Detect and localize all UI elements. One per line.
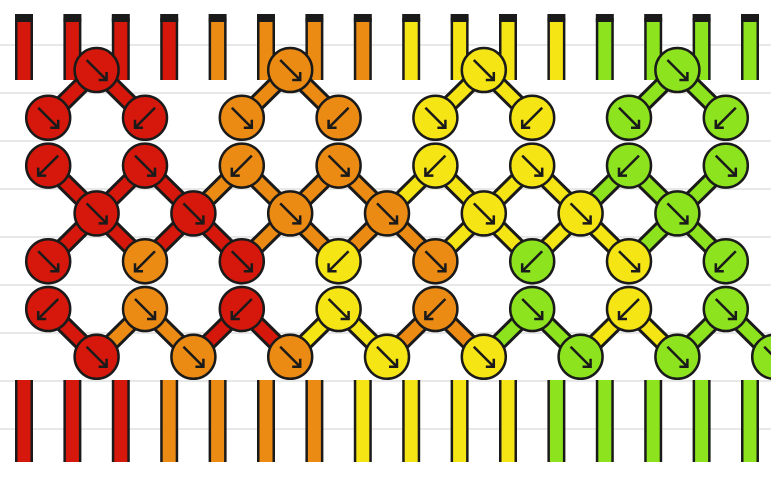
backward-knot [510, 239, 554, 283]
backward-knot [704, 239, 748, 283]
forward-knot [510, 287, 554, 331]
forward-knot [559, 335, 603, 379]
forward-knot [171, 335, 215, 379]
strand-cap [547, 14, 565, 22]
strand-cap [63, 14, 81, 22]
forward-knot [123, 287, 167, 331]
strand-cap [160, 14, 178, 22]
strand-cap [209, 14, 227, 22]
forward-knot [607, 239, 651, 283]
forward-knot [704, 144, 748, 188]
backward-knot [220, 144, 264, 188]
forward-knot [123, 144, 167, 188]
forward-knot [462, 191, 506, 235]
forward-knot [704, 287, 748, 331]
strand-cap [644, 14, 662, 22]
strand-cap [693, 14, 711, 22]
forward-knot [655, 48, 699, 92]
backward-knot [607, 287, 651, 331]
strand-cap [451, 14, 469, 22]
strand-cap [15, 14, 33, 22]
forward-knot [462, 335, 506, 379]
forward-knot [26, 239, 70, 283]
backward-knot [123, 96, 167, 140]
backward-knot [704, 96, 748, 140]
forward-knot [317, 144, 361, 188]
forward-knot [317, 287, 361, 331]
strand-cap [402, 14, 420, 22]
forward-knot [26, 96, 70, 140]
forward-knot [413, 96, 457, 140]
forward-knot [220, 96, 264, 140]
forward-knot [75, 48, 119, 92]
forward-knot [75, 335, 119, 379]
forward-knot [655, 335, 699, 379]
forward-knot [171, 191, 215, 235]
forward-knot [75, 191, 119, 235]
backward-knot [220, 287, 264, 331]
forward-knot [365, 335, 409, 379]
strand-cap [305, 14, 323, 22]
forward-knot [413, 239, 457, 283]
backward-knot [317, 96, 361, 140]
forward-knot [268, 48, 312, 92]
strand-cap [257, 14, 275, 22]
forward-knot [607, 96, 651, 140]
backward-knot [510, 96, 554, 140]
strand-cap [596, 14, 614, 22]
strand-cap [499, 14, 517, 22]
strand-cap [741, 14, 759, 22]
backward-knot [26, 144, 70, 188]
forward-knot [268, 335, 312, 379]
backward-knot [413, 144, 457, 188]
backward-knot [413, 287, 457, 331]
backward-knot [26, 287, 70, 331]
strand-cap [112, 14, 130, 22]
forward-knot [510, 144, 554, 188]
forward-knot [559, 191, 603, 235]
backward-knot [607, 144, 651, 188]
forward-knot [655, 191, 699, 235]
strand-cap [354, 14, 372, 22]
forward-knot [268, 191, 312, 235]
backward-knot [317, 239, 361, 283]
forward-knot [462, 48, 506, 92]
forward-knot [365, 191, 409, 235]
forward-knot [220, 239, 264, 283]
backward-knot [123, 239, 167, 283]
